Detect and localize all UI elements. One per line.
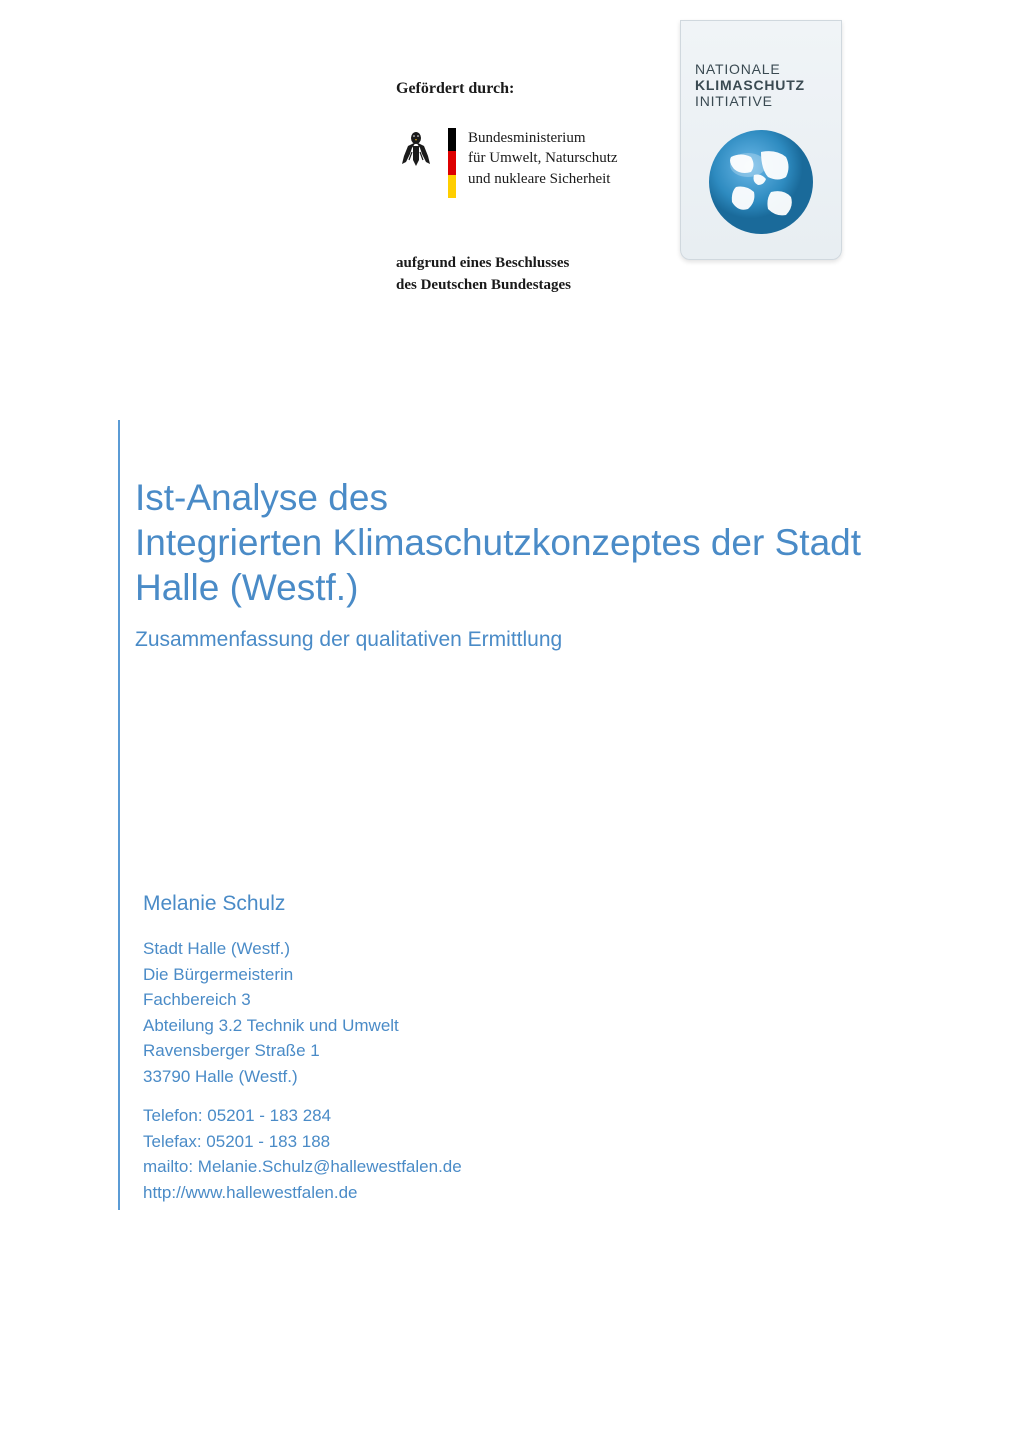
- sponsor-section: Gefördert durch: Bundesministerium für U…: [396, 80, 676, 297]
- resolution-line: aufgrund eines Beschlusses: [396, 253, 676, 275]
- author-name: Melanie Schulz: [143, 892, 878, 916]
- contact-email: mailto: Melanie.Schulz@hallewestfalen.de: [143, 1154, 878, 1180]
- contact-phone: Telefon: 05201 - 183 284: [143, 1103, 878, 1129]
- contact-department: Fachbereich 3: [143, 987, 878, 1013]
- nki-badge: NATIONALE KLIMASCHUTZ INITIATIVE: [680, 20, 842, 260]
- document-subtitle: Zusammenfassung der qualitativen Ermittl…: [135, 628, 878, 652]
- contact-city: 33790 Halle (Westf.): [143, 1064, 878, 1090]
- ministry-line: und nukleare Sicherheit: [468, 169, 618, 189]
- ministry-line: für Umwelt, Naturschutz: [468, 148, 618, 168]
- ministry-block: Bundesministerium für Umwelt, Naturschut…: [396, 128, 676, 198]
- ministry-line: Bundesministerium: [468, 128, 618, 148]
- contact-street: Ravensberger Straße 1: [143, 1038, 878, 1064]
- contact-website: http://www.hallewestfalen.de: [143, 1180, 878, 1206]
- resolution-line: des Deutschen Bundestages: [396, 275, 676, 297]
- nki-title: NATIONALE KLIMASCHUTZ INITIATIVE: [695, 61, 827, 109]
- contact-role: Die Bürgermeisterin: [143, 962, 878, 988]
- globe-icon: [706, 127, 816, 237]
- contact-org: Stadt Halle (Westf.): [143, 936, 878, 962]
- federal-eagle-icon: [396, 128, 436, 170]
- contact-division: Abteilung 3.2 Technik und Umwelt: [143, 1013, 878, 1039]
- nki-line: NATIONALE: [695, 61, 827, 77]
- document-title: Ist-Analyse desIntegrierten Klimaschutzk…: [135, 475, 878, 610]
- nki-line: INITIATIVE: [695, 93, 827, 109]
- ministry-name: Bundesministerium für Umwelt, Naturschut…: [468, 128, 618, 189]
- contact-block: Stadt Halle (Westf.) Die Bürgermeisterin…: [143, 936, 878, 1205]
- sponsor-label: Gefördert durch:: [396, 80, 676, 98]
- contact-fax: Telefax: 05201 - 183 188: [143, 1129, 878, 1155]
- nki-line: KLIMASCHUTZ: [695, 77, 827, 93]
- german-flag-stripe: [448, 128, 456, 198]
- title-section: Ist-Analyse desIntegrierten Klimaschutzk…: [118, 420, 878, 1210]
- resolution-text: aufgrund eines Beschlusses des Deutschen…: [396, 253, 676, 297]
